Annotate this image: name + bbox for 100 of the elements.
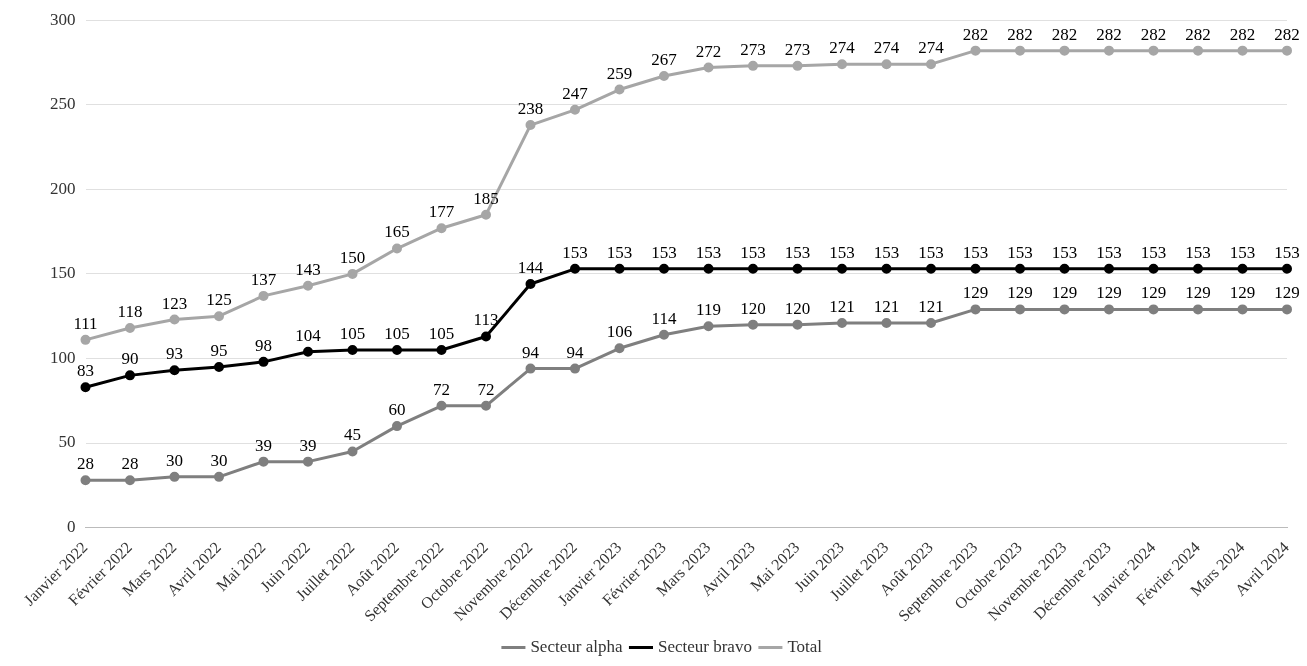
point (792, 319, 803, 330)
data-label: 153 (606, 242, 633, 262)
data-label: 247 (562, 83, 589, 103)
data-label: 274 (829, 38, 856, 58)
point (80, 475, 91, 486)
point (303, 346, 313, 357)
data-label: 153 (873, 242, 900, 262)
point (1104, 45, 1114, 56)
data-label: 153 (695, 242, 722, 262)
data-label: 60 (388, 400, 406, 420)
data-label: 118 (117, 301, 143, 321)
data-label: 72 (477, 379, 495, 399)
point (703, 62, 714, 73)
point (970, 45, 981, 56)
data-label: 282 (1051, 24, 1078, 44)
point (792, 263, 803, 274)
point (1282, 45, 1292, 56)
point (1059, 263, 1070, 274)
data-label: 129 (1229, 283, 1256, 303)
data-label: 104 (295, 325, 322, 345)
point (614, 343, 625, 354)
point (703, 263, 714, 274)
data-label: 39 (255, 435, 272, 455)
point (525, 120, 536, 131)
point (347, 345, 358, 355)
data-label: 113 (473, 310, 499, 330)
data-label: 30 (210, 450, 228, 470)
data-label: 274 (918, 38, 945, 58)
data-label: 153 (1229, 242, 1256, 262)
data-label: 273 (784, 39, 811, 59)
point (169, 365, 180, 376)
point (125, 475, 135, 486)
data-label: 177 (428, 202, 455, 222)
data-label: 153 (1007, 242, 1033, 262)
point (703, 321, 714, 332)
data-label: 105 (339, 323, 366, 343)
data-label: 153 (740, 242, 766, 262)
data-label: 129 (962, 283, 989, 303)
data-label: 185 (473, 188, 499, 208)
data-label: 282 (1185, 24, 1211, 44)
point (1015, 45, 1025, 56)
point (881, 317, 892, 328)
data-label: 39 (299, 435, 317, 455)
data-label: 125 (206, 290, 232, 310)
data-label: 129 (1140, 283, 1167, 303)
y-tick-label: 150 (50, 263, 76, 283)
legend-label: Secteur bravo (657, 636, 752, 656)
point (881, 263, 892, 274)
data-label: 129 (1007, 283, 1033, 303)
point (570, 363, 580, 374)
point (748, 319, 758, 330)
point (1059, 304, 1070, 315)
point (80, 382, 91, 393)
data-label: 274 (873, 38, 900, 58)
point (481, 331, 491, 342)
data-label: 120 (740, 298, 766, 318)
data-label: 282 (1140, 24, 1167, 44)
data-label: 72 (433, 379, 450, 399)
data-label: 105 (428, 323, 455, 343)
data-label: 105 (384, 323, 410, 343)
y-tick-label: 0 (67, 517, 76, 537)
data-label: 83 (77, 361, 94, 381)
point (1193, 45, 1203, 56)
point (436, 223, 447, 234)
point (1148, 263, 1159, 274)
data-label: 238 (517, 99, 544, 119)
data-label: 94 (522, 342, 540, 362)
data-label: 129 (1096, 283, 1122, 303)
point (926, 317, 936, 328)
data-label: 111 (73, 313, 98, 333)
point (525, 363, 536, 374)
y-tick-label: 50 (58, 432, 76, 452)
data-label: 153 (784, 242, 811, 262)
data-label: 153 (829, 242, 855, 262)
point (125, 323, 135, 334)
data-label: 272 (695, 41, 722, 61)
data-label: 137 (250, 269, 277, 289)
data-label: 143 (295, 259, 321, 279)
point (1015, 263, 1025, 274)
point (1282, 304, 1292, 315)
data-label: 282 (962, 24, 989, 44)
data-label: 282 (1274, 24, 1300, 44)
point (436, 400, 447, 411)
data-label: 123 (161, 293, 188, 313)
point (1237, 45, 1248, 56)
data-label: 153 (1274, 242, 1300, 262)
point (169, 314, 180, 325)
data-label: 94 (566, 342, 584, 362)
data-label: 153 (1185, 242, 1211, 262)
data-label: 129 (1274, 283, 1300, 303)
data-label: 153 (918, 242, 944, 262)
data-label: 129 (1185, 283, 1211, 303)
data-label: 120 (784, 298, 811, 318)
point (792, 60, 803, 71)
y-tick-label: 100 (50, 347, 76, 367)
point (258, 290, 269, 301)
point (80, 334, 91, 345)
point (303, 456, 313, 467)
point (837, 263, 847, 274)
point (481, 209, 491, 220)
